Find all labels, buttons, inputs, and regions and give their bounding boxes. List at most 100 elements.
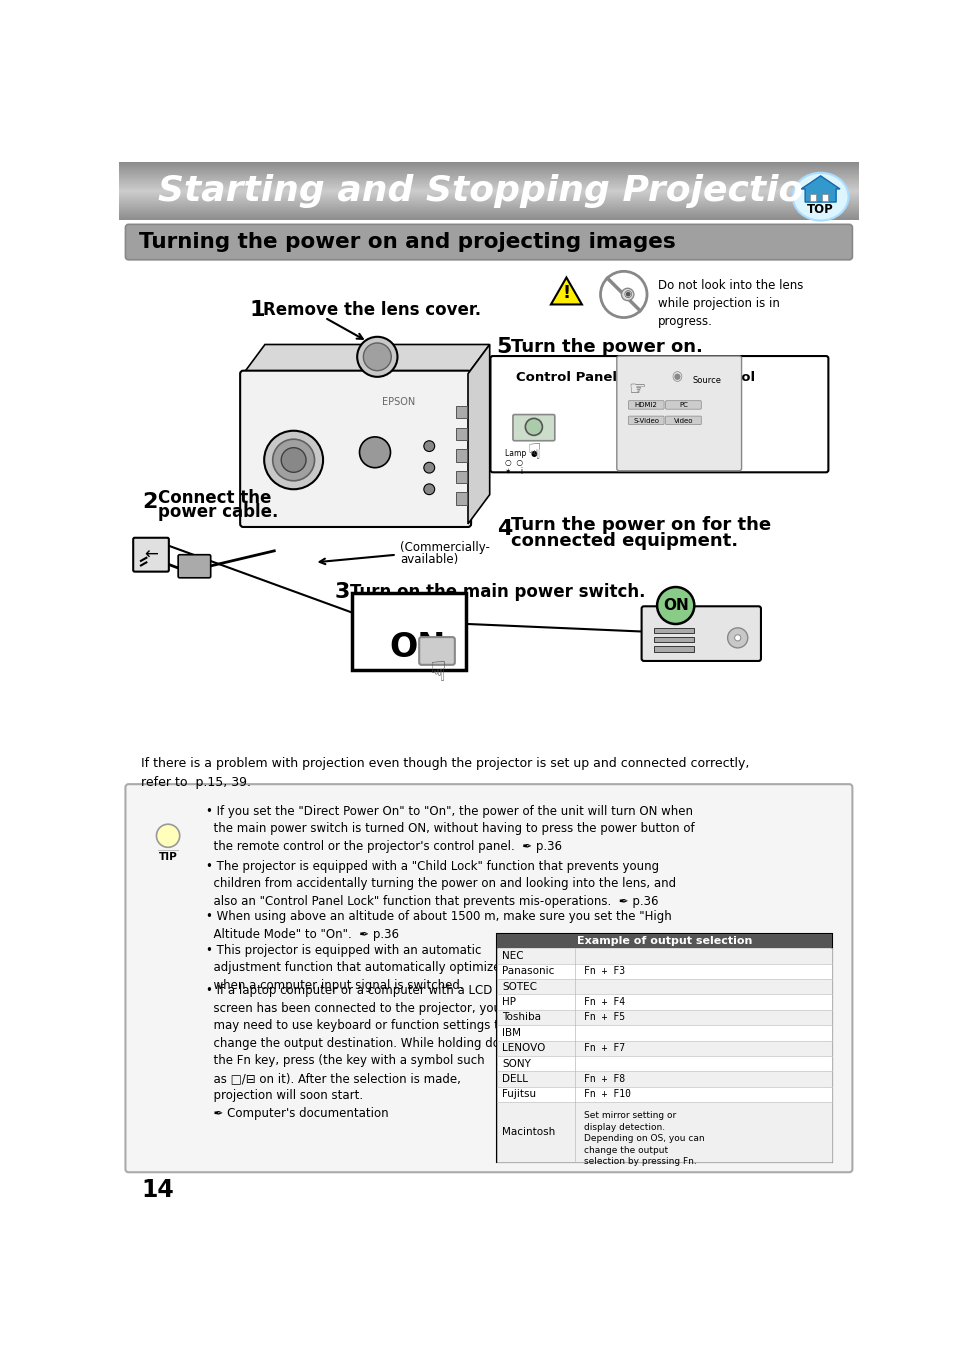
- Circle shape: [620, 289, 633, 301]
- Text: ◉: ◉: [622, 289, 631, 300]
- Text: Do not look into the lens
while projection is in
progress.: Do not look into the lens while projecti…: [658, 279, 802, 328]
- Text: Turn on the main power switch.: Turn on the main power switch.: [350, 583, 645, 601]
- Text: ON: ON: [389, 630, 445, 664]
- Circle shape: [423, 462, 435, 472]
- Bar: [497, 1041, 831, 1056]
- Text: • If you set the "Direct Power On" to "On", the power of the unit will turn ON w: • If you set the "Direct Power On" to "O…: [206, 805, 694, 853]
- Circle shape: [363, 343, 391, 371]
- Bar: [456, 406, 467, 418]
- FancyBboxPatch shape: [628, 416, 663, 424]
- Text: DELL: DELL: [501, 1075, 528, 1084]
- Bar: [497, 948, 831, 964]
- Bar: [497, 1072, 831, 1087]
- Bar: [497, 979, 831, 995]
- Text: ☞: ☞: [627, 379, 645, 398]
- FancyBboxPatch shape: [617, 356, 740, 471]
- Bar: [654, 637, 694, 643]
- Text: Turn the power on.: Turn the power on.: [510, 338, 701, 356]
- Text: • When using above an altitude of about 1500 m, make sure you set the "High
  Al: • When using above an altitude of about …: [206, 910, 671, 941]
- Bar: [456, 428, 467, 440]
- Text: Fn + F10: Fn + F10: [583, 1089, 631, 1099]
- Text: ◉: ◉: [671, 370, 682, 383]
- FancyBboxPatch shape: [133, 537, 169, 571]
- Text: Fn + F7: Fn + F7: [583, 1044, 625, 1053]
- Bar: [497, 1102, 831, 1162]
- Text: Starting and Stopping Projection: Starting and Stopping Projection: [158, 174, 828, 208]
- Text: Macintosh: Macintosh: [501, 1127, 555, 1137]
- Circle shape: [525, 418, 542, 435]
- Text: 3: 3: [335, 582, 350, 602]
- Text: • The projector is equipped with a "Child Lock" function that prevents young
  c: • The projector is equipped with a "Chil…: [206, 860, 676, 907]
- Text: Remove the lens cover.: Remove the lens cover.: [263, 301, 481, 319]
- Text: ☟: ☟: [428, 659, 445, 687]
- FancyBboxPatch shape: [178, 555, 211, 578]
- FancyBboxPatch shape: [125, 784, 852, 1172]
- Text: SONY: SONY: [501, 1058, 531, 1069]
- Text: Control Panel: Control Panel: [516, 371, 617, 385]
- Circle shape: [727, 628, 747, 648]
- Text: 5: 5: [497, 336, 512, 356]
- FancyBboxPatch shape: [125, 224, 852, 259]
- Text: ON: ON: [662, 598, 688, 613]
- Bar: [456, 450, 467, 462]
- Text: TIP: TIP: [158, 852, 177, 863]
- Bar: [497, 1025, 831, 1041]
- Bar: [497, 1087, 831, 1102]
- FancyBboxPatch shape: [490, 356, 827, 472]
- Circle shape: [281, 448, 306, 472]
- Bar: [497, 934, 831, 1162]
- Polygon shape: [801, 176, 840, 202]
- Circle shape: [356, 336, 397, 377]
- Ellipse shape: [792, 173, 847, 220]
- Text: Toshiba: Toshiba: [501, 1012, 540, 1022]
- FancyBboxPatch shape: [641, 606, 760, 662]
- Text: Source: Source: [692, 377, 720, 385]
- Text: Lamp  ●: Lamp ●: [505, 448, 537, 458]
- Text: Set mirror setting or
display detection.
Depending on OS, you can
change the out: Set mirror setting or display detection.…: [583, 1111, 704, 1166]
- Circle shape: [359, 437, 390, 467]
- Text: Remote Control: Remote Control: [638, 371, 755, 385]
- Bar: [809, 194, 815, 201]
- Text: Fn + F8: Fn + F8: [583, 1075, 625, 1084]
- Text: 4: 4: [497, 520, 512, 539]
- Text: 2: 2: [142, 493, 157, 513]
- Text: ○  ○: ○ ○: [505, 458, 522, 467]
- FancyBboxPatch shape: [628, 401, 663, 409]
- FancyBboxPatch shape: [513, 414, 555, 440]
- FancyBboxPatch shape: [352, 593, 466, 670]
- Text: IBM: IBM: [501, 1027, 520, 1038]
- Text: ←: ←: [144, 545, 158, 564]
- Text: Turn the power on for the: Turn the power on for the: [510, 516, 770, 533]
- FancyBboxPatch shape: [240, 371, 471, 526]
- Text: !: !: [561, 284, 570, 302]
- Text: available): available): [399, 552, 457, 566]
- Text: ―――: ―――: [157, 848, 178, 853]
- FancyBboxPatch shape: [665, 416, 700, 424]
- Circle shape: [734, 634, 740, 641]
- Bar: [456, 493, 467, 505]
- Text: ✶    i: ✶ i: [505, 467, 523, 477]
- Text: SOTEC: SOTEC: [501, 981, 537, 992]
- Bar: [497, 1056, 831, 1072]
- Bar: [497, 995, 831, 1010]
- Circle shape: [273, 439, 314, 481]
- Bar: [456, 471, 467, 483]
- Circle shape: [423, 440, 435, 451]
- Text: 14: 14: [141, 1179, 173, 1202]
- Circle shape: [657, 587, 694, 624]
- Text: EPSON: EPSON: [381, 397, 415, 406]
- Polygon shape: [550, 278, 581, 305]
- FancyBboxPatch shape: [665, 401, 700, 409]
- Text: Connect the: Connect the: [158, 489, 271, 506]
- Text: Fn + F3: Fn + F3: [583, 967, 625, 976]
- Polygon shape: [468, 344, 489, 524]
- Circle shape: [156, 825, 179, 848]
- Text: Fn + F5: Fn + F5: [583, 1012, 625, 1022]
- Text: Fujitsu: Fujitsu: [501, 1089, 536, 1099]
- Bar: [497, 1010, 831, 1025]
- Polygon shape: [243, 344, 489, 374]
- Text: Fn + F4: Fn + F4: [583, 998, 625, 1007]
- Text: PC: PC: [679, 402, 687, 408]
- Text: • This projector is equipped with an automatic
  adjustment function that automa: • This projector is equipped with an aut…: [206, 944, 518, 991]
- Circle shape: [264, 431, 323, 489]
